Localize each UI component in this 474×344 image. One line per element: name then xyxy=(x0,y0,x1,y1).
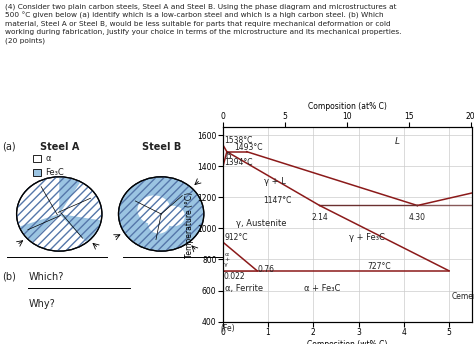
Text: (a): (a) xyxy=(2,142,16,152)
Circle shape xyxy=(137,195,171,224)
Text: 0.022: 0.022 xyxy=(224,272,246,281)
Text: α
+
γ: α + γ xyxy=(224,252,229,267)
Circle shape xyxy=(118,177,204,251)
Circle shape xyxy=(17,177,102,251)
Text: L: L xyxy=(395,137,400,146)
Text: 1493°C: 1493°C xyxy=(234,143,263,152)
Text: δ: δ xyxy=(225,152,230,161)
Text: Steel B: Steel B xyxy=(142,142,181,152)
Text: α, Ferrite: α, Ferrite xyxy=(225,284,263,293)
Text: γ + Fe₃C: γ + Fe₃C xyxy=(349,233,385,242)
Wedge shape xyxy=(59,178,80,214)
Text: 727°C: 727°C xyxy=(367,262,391,271)
Text: (4) Consider two plain carbon steels, Steel A and Steel B. Using the phase diagr: (4) Consider two plain carbon steels, St… xyxy=(5,3,401,44)
Circle shape xyxy=(161,206,185,226)
Text: (Fe): (Fe) xyxy=(220,324,235,333)
Text: α: α xyxy=(45,154,51,163)
Text: γ + L: γ + L xyxy=(264,177,285,186)
Text: 1538°C: 1538°C xyxy=(224,136,253,145)
X-axis label: Composition (wt% C): Composition (wt% C) xyxy=(307,340,387,344)
Text: 2.14: 2.14 xyxy=(311,213,328,222)
Text: α + Fe₃C: α + Fe₃C xyxy=(304,284,341,293)
Text: Which?: Which? xyxy=(28,272,64,282)
Text: 4.30: 4.30 xyxy=(409,213,426,222)
Text: Fe₃C: Fe₃C xyxy=(45,168,64,177)
Bar xyxy=(33,169,42,176)
Bar xyxy=(33,155,42,162)
Circle shape xyxy=(148,215,170,234)
X-axis label: Composition (at% C): Composition (at% C) xyxy=(308,102,387,111)
Wedge shape xyxy=(20,214,59,242)
Text: Cementi: Cementi xyxy=(451,292,474,301)
Text: (b): (b) xyxy=(2,272,16,282)
Text: Why?: Why? xyxy=(28,299,55,309)
Text: γ, Austenite: γ, Austenite xyxy=(237,219,287,228)
Text: 1147°C: 1147°C xyxy=(264,196,292,205)
Text: Steel A: Steel A xyxy=(39,142,79,152)
Text: 912°C: 912°C xyxy=(224,233,247,242)
Text: 1394°C: 1394°C xyxy=(224,158,253,167)
Y-axis label: Temperature (°C): Temperature (°C) xyxy=(185,191,194,258)
Text: 0.76: 0.76 xyxy=(257,265,274,275)
Wedge shape xyxy=(59,214,100,242)
